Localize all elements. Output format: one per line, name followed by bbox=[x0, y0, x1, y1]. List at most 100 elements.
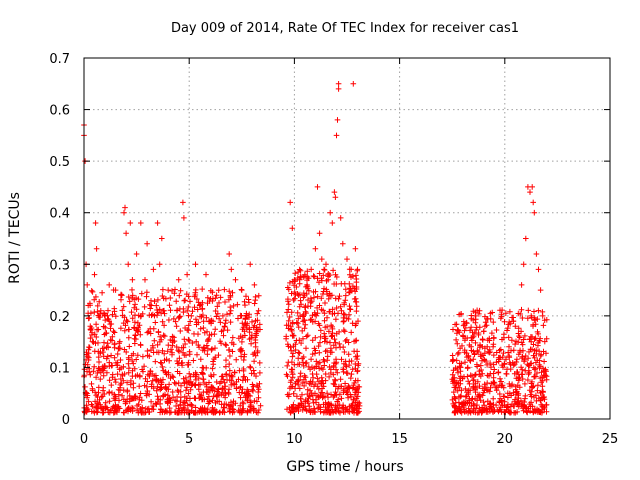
x-tick-label: 5 bbox=[185, 432, 193, 447]
noise-marker bbox=[474, 397, 480, 403]
noise-marker bbox=[166, 405, 173, 411]
data-point-marker bbox=[312, 246, 319, 252]
noise-marker bbox=[352, 288, 358, 295]
noise-marker bbox=[315, 320, 322, 327]
data-point-marker bbox=[180, 199, 186, 206]
noise-marker bbox=[193, 339, 199, 345]
noise-marker bbox=[167, 307, 174, 313]
data-point-marker bbox=[226, 251, 232, 257]
noise-marker bbox=[112, 341, 118, 347]
noise-marker bbox=[317, 339, 323, 346]
noise-marker bbox=[185, 322, 192, 329]
noise-marker bbox=[106, 377, 113, 383]
noise-marker bbox=[257, 360, 263, 366]
noise-marker bbox=[507, 321, 513, 327]
noise-marker bbox=[192, 404, 199, 411]
noise-marker bbox=[297, 373, 303, 380]
noise-marker bbox=[211, 372, 217, 378]
x-tick-labels: 0 5 10 15 20 25 bbox=[80, 432, 618, 447]
noise-marker bbox=[526, 349, 532, 355]
noise-marker bbox=[454, 341, 461, 347]
noise-marker bbox=[461, 321, 468, 327]
data-point-marker bbox=[325, 277, 331, 283]
noise-marker bbox=[105, 316, 112, 322]
noise-marker bbox=[491, 366, 498, 373]
noise-marker bbox=[318, 390, 324, 396]
noise-marker bbox=[200, 371, 206, 377]
noise-marker bbox=[213, 379, 220, 385]
noise-marker bbox=[84, 368, 90, 375]
noise-marker bbox=[497, 376, 503, 382]
noise-marker bbox=[341, 318, 347, 324]
data-point-marker bbox=[481, 328, 487, 335]
data-point-marker bbox=[289, 225, 296, 231]
noise-marker bbox=[157, 397, 164, 403]
data-point-marker bbox=[84, 282, 90, 288]
noise-marker bbox=[512, 396, 518, 403]
data-point-marker bbox=[203, 271, 209, 278]
noise-marker bbox=[479, 357, 485, 364]
noise-marker bbox=[130, 395, 137, 402]
noise-marker bbox=[286, 301, 292, 307]
noise-marker bbox=[135, 352, 141, 358]
noise-marker bbox=[93, 321, 99, 327]
noise-marker bbox=[173, 344, 180, 350]
noise-marker bbox=[497, 391, 503, 397]
noise-marker bbox=[101, 339, 107, 346]
noise-marker bbox=[329, 324, 335, 330]
noise-marker bbox=[143, 293, 150, 300]
noise-marker bbox=[325, 404, 331, 410]
noise-marker bbox=[296, 337, 303, 343]
noise-marker bbox=[468, 324, 474, 330]
noise-marker bbox=[216, 398, 222, 405]
noise-marker bbox=[247, 399, 254, 406]
noise-marker bbox=[188, 402, 195, 408]
noise-marker bbox=[456, 311, 462, 318]
noise-marker bbox=[184, 308, 190, 314]
noise-marker bbox=[212, 400, 219, 406]
noise-marker bbox=[472, 386, 478, 393]
noise-marker bbox=[333, 331, 340, 337]
noise-marker bbox=[162, 408, 169, 414]
noise-marker bbox=[542, 368, 548, 374]
noise-marker bbox=[530, 341, 537, 348]
noise-marker bbox=[487, 400, 493, 406]
noise-marker bbox=[181, 410, 188, 416]
noise-marker bbox=[257, 370, 263, 376]
data-point-marker bbox=[239, 287, 245, 293]
noise-marker bbox=[297, 385, 303, 392]
noise-marker bbox=[105, 307, 111, 314]
data-point-marker bbox=[319, 256, 325, 262]
noise-marker bbox=[154, 393, 161, 400]
noise-marker bbox=[166, 317, 172, 323]
noise-marker bbox=[231, 369, 238, 376]
noise-marker bbox=[229, 289, 236, 296]
noise-marker bbox=[248, 402, 254, 408]
noise-marker bbox=[316, 270, 323, 277]
noise-marker bbox=[539, 383, 546, 389]
noise-marker bbox=[161, 322, 167, 329]
noise-marker bbox=[179, 362, 185, 369]
noise-marker bbox=[148, 298, 154, 304]
noise-marker bbox=[487, 408, 493, 415]
noise-marker bbox=[454, 387, 461, 394]
noise-marker bbox=[300, 336, 306, 342]
noise-marker bbox=[100, 363, 106, 370]
noise-marker bbox=[124, 318, 131, 325]
noise-marker bbox=[327, 292, 333, 299]
noise-marker bbox=[462, 337, 468, 343]
noise-marker bbox=[197, 313, 203, 320]
noise-marker bbox=[149, 343, 156, 349]
noise-marker bbox=[108, 382, 115, 388]
noise-marker bbox=[249, 319, 255, 325]
data-point-marker bbox=[337, 215, 344, 221]
noise-marker bbox=[176, 348, 182, 355]
noise-marker bbox=[209, 384, 215, 390]
noise-marker bbox=[87, 335, 94, 341]
noise-marker bbox=[95, 326, 102, 333]
noise-marker bbox=[499, 362, 505, 368]
noise-marker bbox=[244, 396, 251, 402]
noise-marker bbox=[200, 345, 207, 351]
noise-marker bbox=[146, 353, 153, 359]
